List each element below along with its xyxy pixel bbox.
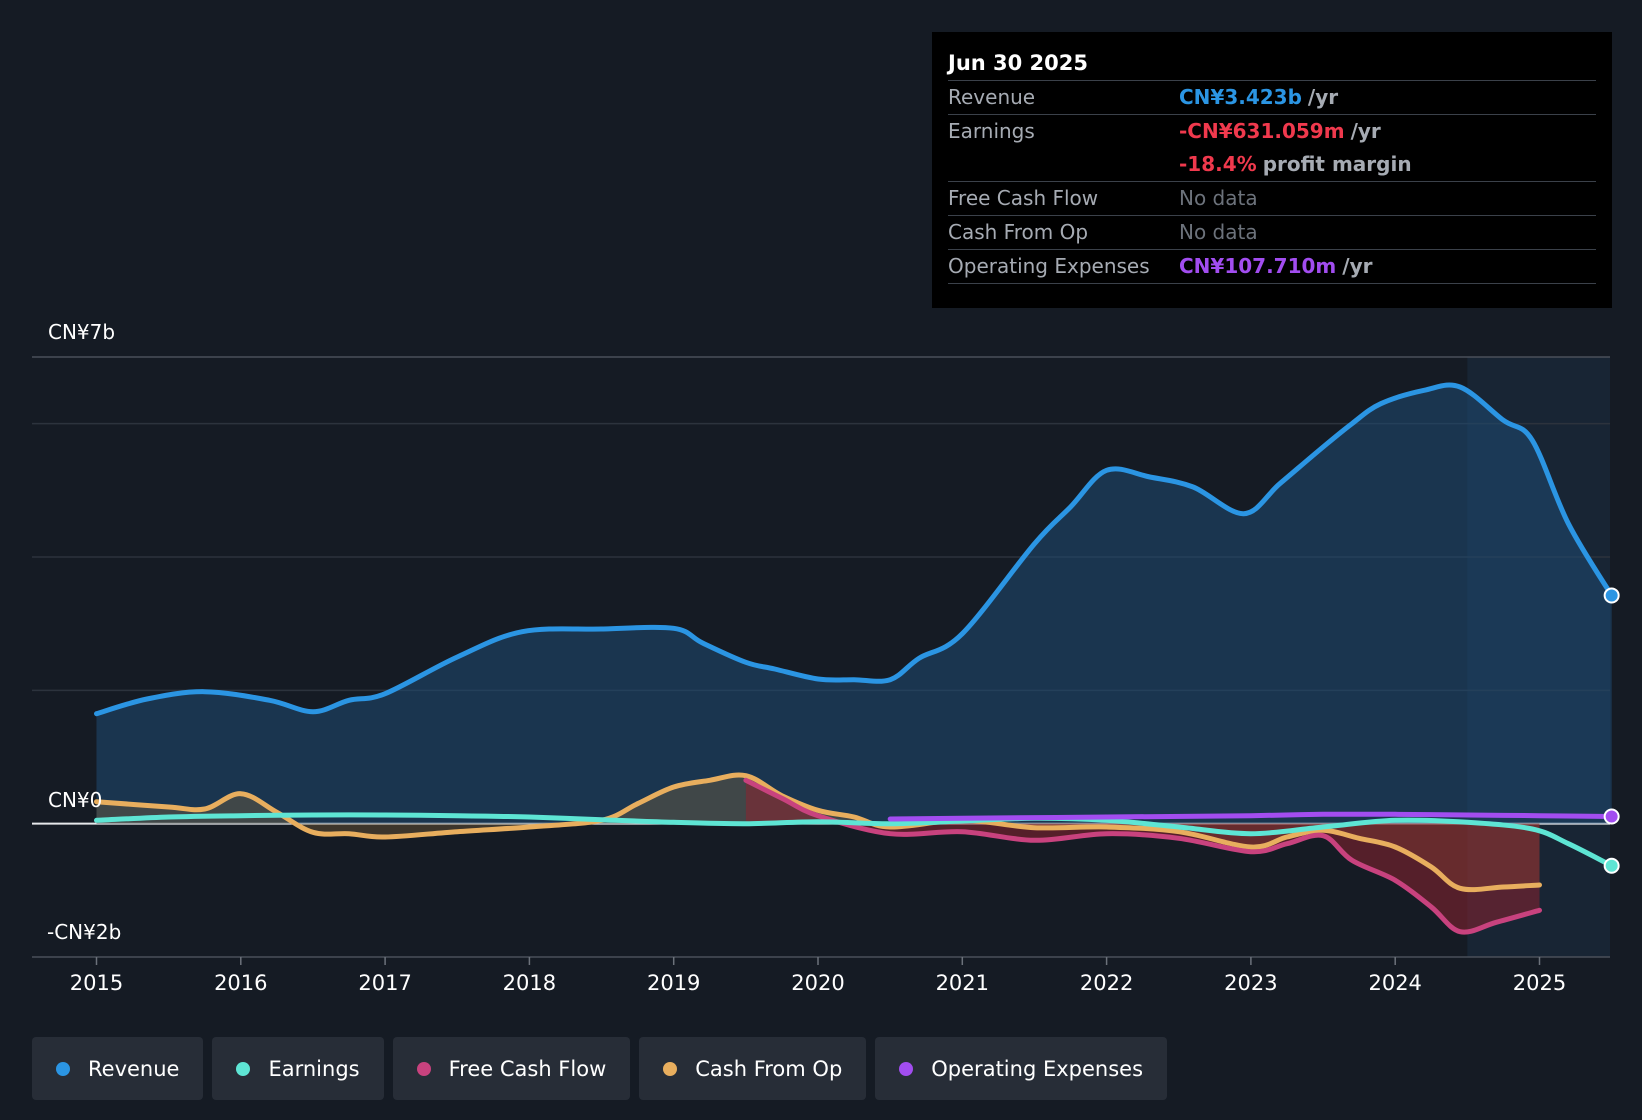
revenue-area bbox=[96, 384, 1612, 824]
legend-opex-label: Operating Expenses bbox=[931, 1056, 1144, 1081]
x-tick-label-2022: 2022 bbox=[1080, 971, 1133, 995]
earnings-endpoint-marker bbox=[1603, 857, 1620, 874]
legend-item-opex[interactable]: Operating Expenses bbox=[875, 1037, 1168, 1100]
series-lines bbox=[94, 382, 1615, 935]
x-tick-label-2018: 2018 bbox=[503, 971, 556, 995]
x-tick-label-2023: 2023 bbox=[1224, 971, 1277, 995]
legend-item-earnings[interactable]: Earnings bbox=[212, 1037, 384, 1100]
tooltip-row-revenue: Revenue CN¥3.423b/yr bbox=[948, 81, 1596, 115]
x-tick-label-2015: 2015 bbox=[70, 971, 123, 995]
tooltip-revenue-unit: /yr bbox=[1307, 85, 1339, 109]
legend-revenue-label: Revenue bbox=[88, 1056, 180, 1081]
fcf-area bbox=[745, 780, 1540, 933]
legend-item-cfo[interactable]: Cash From Op bbox=[639, 1037, 867, 1100]
legend: Revenue Earnings Free Cash Flow Cash Fro… bbox=[32, 1037, 1168, 1100]
revenue-dot-icon bbox=[56, 1061, 70, 1076]
series-areas bbox=[96, 384, 1612, 933]
tooltip-opex-unit: /yr bbox=[1342, 254, 1373, 278]
tooltip-opex-value: CN¥107.710m bbox=[1179, 254, 1337, 278]
legend-earnings-label: Earnings bbox=[268, 1056, 360, 1081]
legend-cfo-label: Cash From Op bbox=[695, 1056, 843, 1081]
earnings-dot-icon bbox=[236, 1061, 251, 1076]
fcf-dot-icon bbox=[416, 1061, 431, 1076]
x-tick-label-2017: 2017 bbox=[358, 971, 411, 995]
revenue-endpoint-marker bbox=[1603, 587, 1620, 604]
earnings-line bbox=[94, 812, 1615, 869]
cfo-line bbox=[94, 772, 1542, 893]
x-tick-label-2019: 2019 bbox=[647, 971, 700, 995]
tooltip-row-margin: -18.4% profit margin bbox=[948, 148, 1596, 182]
x-tick-label-2016: 2016 bbox=[214, 971, 267, 995]
y-label-zero: CN¥0 bbox=[48, 788, 103, 812]
revenue-line bbox=[94, 382, 1615, 717]
tooltip-row-earnings: Earnings -CN¥631.059m/yr bbox=[948, 115, 1596, 148]
tooltip-row-fcf: Free Cash Flow No data bbox=[948, 182, 1596, 216]
cfo-dot-icon bbox=[663, 1061, 678, 1076]
tooltip-margin-value: -18.4% bbox=[1179, 152, 1257, 176]
tooltip-opex-label: Operating Expenses bbox=[948, 254, 1150, 278]
tooltip-earnings-unit: /yr bbox=[1350, 119, 1381, 143]
legend-item-revenue[interactable]: Revenue bbox=[32, 1037, 204, 1100]
tooltip-row-cfo: Cash From Op No data bbox=[948, 216, 1596, 250]
tooltip-date: Jun 30 2025 bbox=[948, 46, 1596, 81]
tooltip-revenue-label: Revenue bbox=[948, 85, 1036, 109]
tooltip-margin-unit: profit margin bbox=[1262, 152, 1412, 176]
x-tick-label-2025: 2025 bbox=[1513, 971, 1566, 995]
x-axis-ticks: 2015 2016 2017 2018 2019 2020 2021 2022 2023 2024… bbox=[70, 957, 1566, 995]
legend-fcf-label: Free Cash Flow bbox=[448, 1056, 607, 1081]
tooltip-fcf-label: Free Cash Flow bbox=[948, 186, 1099, 210]
tooltip-cfo-label: Cash From Op bbox=[948, 220, 1089, 244]
tooltip-revenue-value: CN¥3.423b bbox=[1179, 85, 1302, 109]
y-label-top: CN¥7b bbox=[48, 320, 116, 344]
opex-endpoint-marker bbox=[1603, 808, 1620, 825]
fcf-line bbox=[743, 777, 1542, 935]
endpoint-markers bbox=[1603, 587, 1620, 874]
legend-item-fcf[interactable]: Free Cash Flow bbox=[392, 1037, 631, 1100]
tooltip-earnings-label: Earnings bbox=[948, 119, 1035, 143]
tooltip-panel: Jun 30 2025 Revenue CN¥3.423b/yr Earning… bbox=[932, 32, 1612, 308]
x-tick-label-2020: 2020 bbox=[791, 971, 844, 995]
y-label-bottom: -CN¥2b bbox=[47, 920, 122, 944]
x-tick-label-2021: 2021 bbox=[936, 971, 989, 995]
tooltip-earnings-value: -CN¥631.059m bbox=[1179, 119, 1345, 143]
tooltip-fcf-value: No data bbox=[1179, 186, 1258, 210]
opex-dot-icon bbox=[899, 1061, 914, 1076]
tooltip-row-opex: Operating Expenses CN¥107.710m/yr bbox=[948, 250, 1596, 284]
x-tick-label-2024: 2024 bbox=[1368, 971, 1421, 995]
opex-line bbox=[887, 811, 1615, 822]
tooltip-cfo-value: No data bbox=[1179, 220, 1258, 244]
